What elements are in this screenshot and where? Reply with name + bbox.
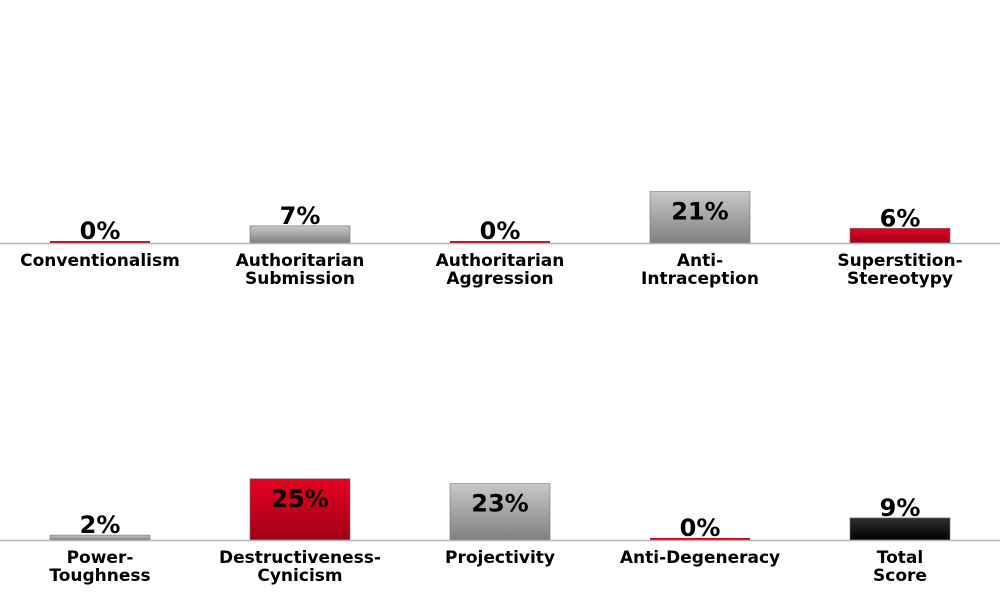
category-label: Superstition- [837, 251, 962, 271]
category-label: Cynicism [257, 566, 342, 586]
category-label: Authoritarian [236, 251, 365, 271]
data-label: 0% [80, 217, 121, 245]
category-label: Submission [245, 269, 355, 289]
chart-panel-1: 0%Conventionalism7%AuthoritarianSubmissi… [0, 191, 1000, 289]
category-label: Projectivity [445, 548, 555, 568]
category-label: Anti-Degeneracy [620, 548, 780, 568]
chart-panel-2: 2% Power-Toughness 25% Destructiveness-Cyni… [0, 478, 1000, 586]
category-label: Destructiveness- [219, 548, 381, 568]
category-label: Score [873, 566, 927, 586]
bar [649, 191, 751, 244]
category-label: Total [877, 548, 923, 568]
bar [650, 538, 750, 540]
bar [449, 483, 551, 541]
data-label: 0% [680, 514, 721, 542]
category-label: Intraception [641, 269, 759, 289]
category-label: Stereotypy [847, 269, 953, 289]
category-label: Toughness [49, 566, 150, 586]
category-label: Authoritarian [436, 251, 565, 271]
category-label: Power- [67, 548, 134, 568]
bar [249, 478, 351, 541]
data-label: 0% [480, 217, 521, 245]
category-label: Conventionalism [20, 251, 180, 271]
data-label: 9% [880, 494, 921, 522]
data-label: 7% [280, 202, 321, 230]
data-label: 6% [880, 204, 921, 232]
bar [50, 241, 150, 243]
data-label: 21% [671, 198, 728, 226]
data-label: 23% [471, 490, 528, 518]
category-label: Aggression [446, 269, 553, 289]
bar [450, 241, 550, 243]
category-label: Anti- [677, 251, 723, 271]
data-label: 25% [271, 485, 328, 513]
data-label: 2% [80, 511, 121, 539]
